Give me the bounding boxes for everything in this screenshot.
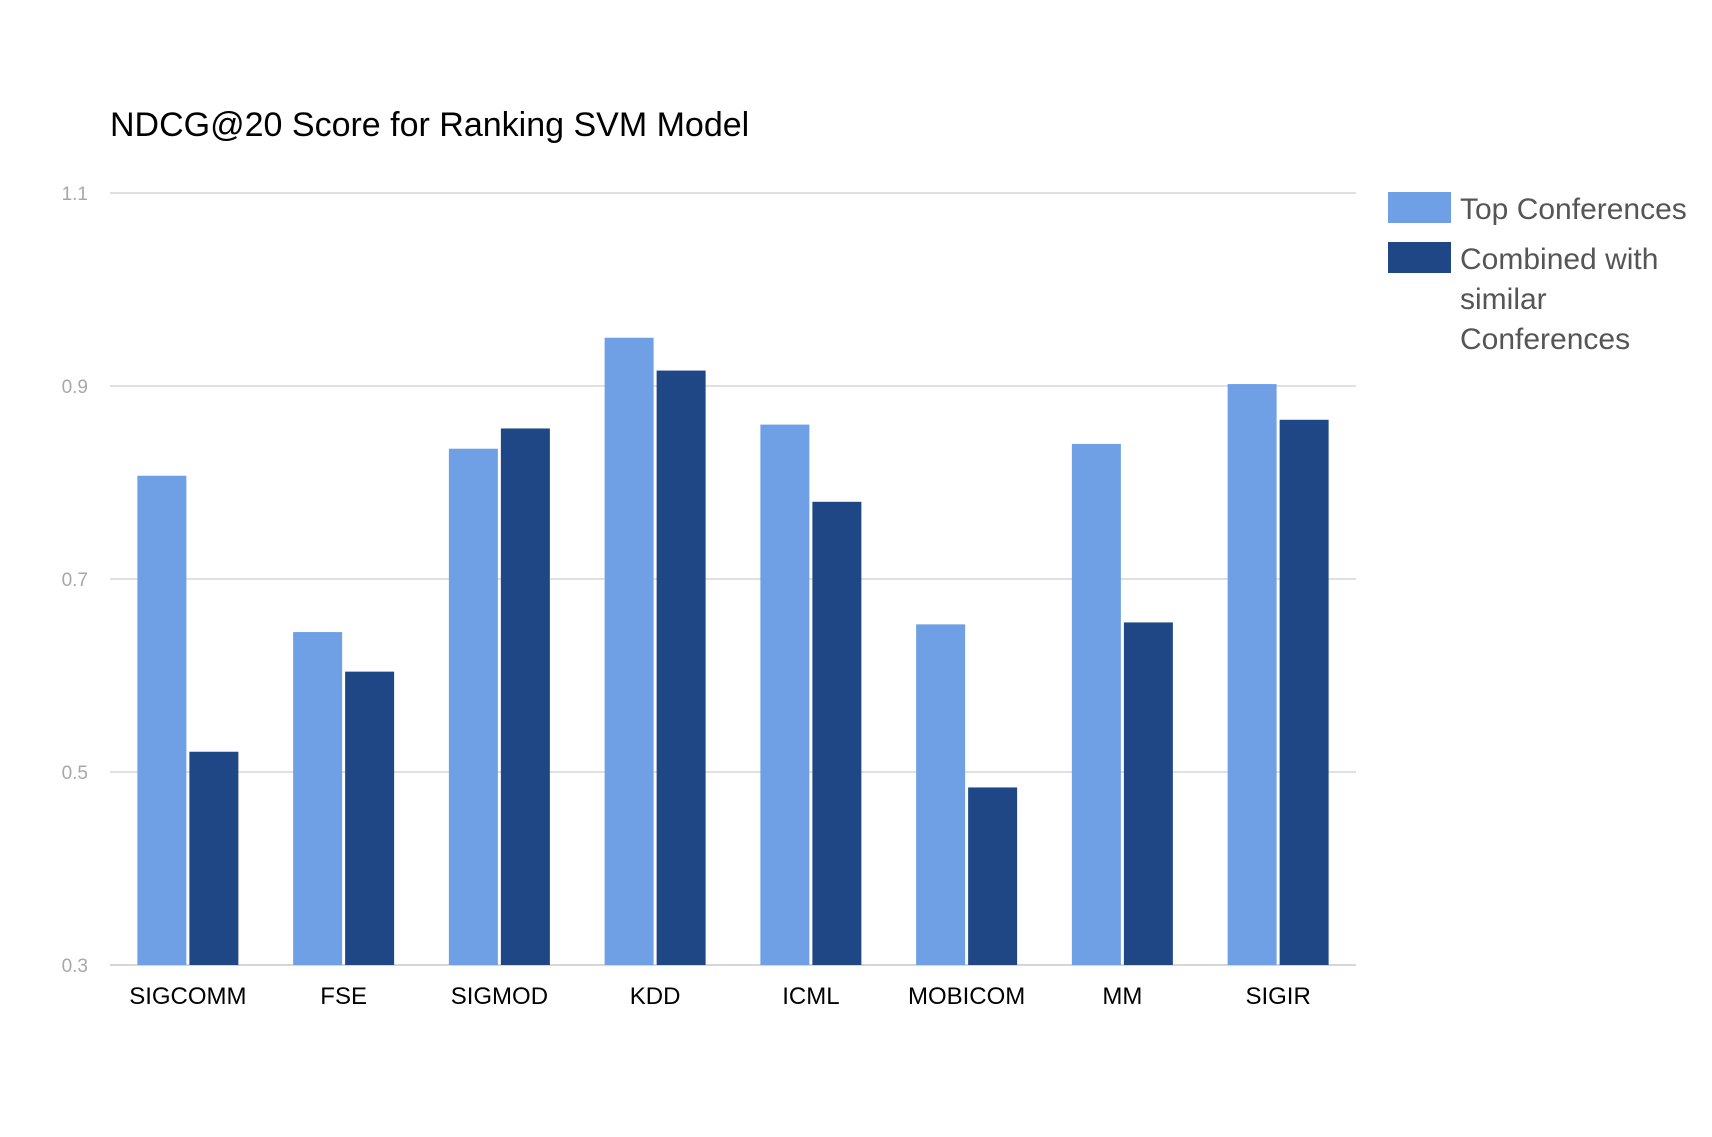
x-tick-label: SIGIR <box>1245 983 1310 1010</box>
legend-label-series-1: Top Conferences <box>1460 193 1687 226</box>
y-tick-label: 0.3 <box>62 956 88 977</box>
chart-title: NDCG@20 Score for Ranking SVM Model <box>110 106 749 144</box>
bar-mm-series-1 <box>1071 443 1121 965</box>
bar-fse-series-1 <box>293 632 343 965</box>
x-tick-label: FSE <box>320 983 367 1010</box>
bars <box>137 337 1329 966</box>
y-tick-label: 0.5 <box>62 763 88 784</box>
y-tick-label: 0.7 <box>62 570 88 591</box>
x-tick-label: SIGCOMM <box>129 983 246 1010</box>
bar-icml-series-1 <box>760 424 810 966</box>
bar-fse-series-2 <box>345 671 395 965</box>
bar-sigcomm-series-2 <box>189 751 239 965</box>
x-tick-label: MOBICOM <box>908 983 1025 1010</box>
bar-mobicom-series-2 <box>968 787 1018 965</box>
legend: Top Conferences Combined with similar Confe… <box>1388 192 1687 356</box>
bar-sigcomm-series-1 <box>137 475 187 965</box>
y-tick-label: 0.9 <box>62 377 88 398</box>
bar-mm-series-2 <box>1123 622 1173 965</box>
bar-kdd-series-2 <box>656 370 706 965</box>
x-tick-label: MM <box>1102 983 1142 1010</box>
bar-kdd-series-1 <box>604 337 654 965</box>
legend-label-series-2: Combined with <box>1460 243 1658 276</box>
x-tick-label: KDD <box>630 983 681 1010</box>
legend-label-series-2: similar <box>1460 283 1547 316</box>
x-tick-label: ICML <box>782 983 839 1010</box>
y-axis-tick-labels: 0.3 0.5 0.7 0.9 1.1 <box>62 184 88 977</box>
bar-mobicom-series-1 <box>916 624 966 965</box>
bar-sigmod-series-2 <box>500 428 550 966</box>
x-axis-tick-labels: SIGCOMM FSE SIGMOD KDD ICML MOBICOM MM SIGIR <box>129 983 1311 1010</box>
bar-sigir-series-2 <box>1279 419 1329 965</box>
bar-sigmod-series-1 <box>448 448 498 966</box>
legend-swatch-series-1 <box>1388 192 1451 223</box>
legend-label-series-2: Conferences <box>1460 323 1630 356</box>
x-tick-label: SIGMOD <box>451 983 548 1010</box>
bar-sigir-series-1 <box>1227 384 1277 965</box>
legend-swatch-series-2 <box>1388 242 1451 273</box>
y-tick-label: 1.1 <box>62 184 88 205</box>
bar-icml-series-2 <box>812 501 862 965</box>
